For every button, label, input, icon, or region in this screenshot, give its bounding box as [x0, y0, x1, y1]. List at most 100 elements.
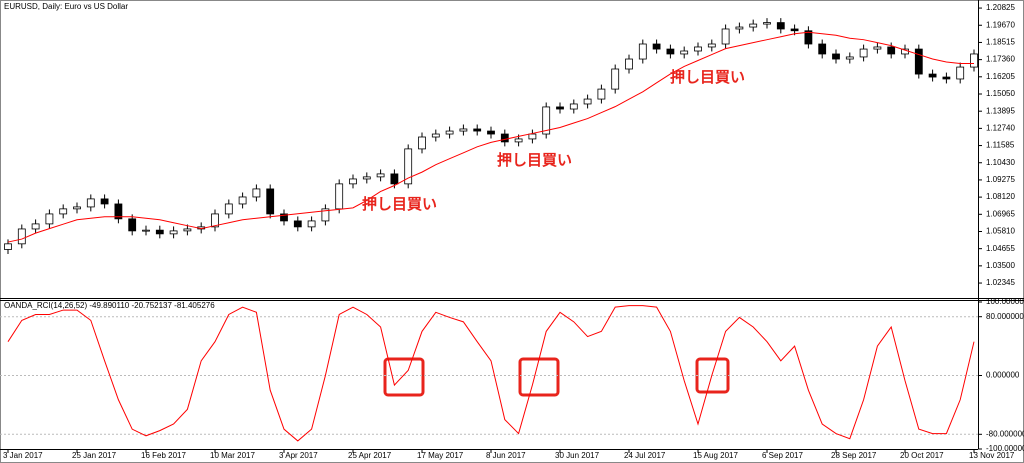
y-tick-label: 1.04655: [986, 244, 1015, 253]
candle-body: [887, 46, 896, 55]
candle-body: [611, 68, 620, 90]
candle-body: [914, 48, 923, 75]
candle-body: [376, 173, 385, 178]
candle-body: [528, 133, 537, 140]
candle-body: [818, 43, 827, 55]
candle-body: [928, 73, 937, 78]
candle-body: [556, 106, 564, 110]
y-tick-label: 1.02345: [986, 278, 1015, 287]
candle-body: [514, 138, 523, 143]
candle-body: [459, 128, 468, 132]
candle-body: [487, 130, 495, 135]
candle-body: [404, 148, 413, 185]
candle-body: [845, 56, 854, 60]
candle-body: [832, 53, 840, 60]
candle-body: [4, 243, 12, 250]
x-tick-label: 15 Aug 2017: [693, 451, 738, 460]
y-tick-label: 100.000000: [986, 297, 1024, 306]
candle-body: [542, 106, 551, 135]
candle-body: [956, 66, 965, 80]
y-tick-label: 1.03500: [986, 261, 1015, 270]
y-tick-label: -100.000000: [986, 444, 1024, 453]
candle-body: [169, 230, 178, 235]
candle-body: [638, 43, 647, 60]
x-tick-label: 8 Jun 2017: [486, 451, 526, 460]
candle-body: [335, 183, 344, 210]
candle-body: [128, 218, 137, 232]
y-tick-label: 1.15050: [986, 89, 1015, 98]
x-tick-label: 20 Oct 2017: [900, 451, 944, 460]
indicator-line: [7, 305, 975, 442]
candle-body: [142, 229, 150, 232]
candle-body: [321, 208, 330, 222]
candle-body: [349, 178, 357, 185]
candle-body: [776, 22, 785, 30]
x-tick-label: 25 Apr 2017: [348, 451, 392, 460]
annotation: 押し目買い: [362, 195, 437, 213]
y-tick-label: 1.05810: [986, 227, 1015, 236]
candle-body: [694, 46, 702, 52]
annotation: 押し目買い: [497, 151, 572, 169]
y-tick-label: 1.20825: [986, 3, 1015, 12]
y-tick-label: 1.16205: [986, 72, 1015, 81]
candle-body: [873, 46, 882, 50]
candle-body: [86, 198, 95, 208]
x-tick-label: 10 Mar 2017: [210, 451, 255, 460]
chart-title: EURUSD, Daily: Euro vs US Dollar: [4, 2, 128, 11]
candle-body: [45, 213, 54, 225]
y-tick-label: 1.10430: [986, 158, 1015, 167]
candle-body: [252, 188, 261, 198]
candle-body: [749, 23, 758, 28]
candle-body: [500, 133, 509, 143]
candle-body: [238, 196, 247, 205]
y-tick-label: 1.19670: [986, 20, 1015, 29]
candle-body: [211, 213, 219, 228]
y-tick-label: 1.08120: [986, 192, 1015, 201]
candle-body: [183, 228, 192, 232]
y-tick-label: -80.000000: [986, 429, 1024, 438]
candle-body: [418, 136, 426, 150]
x-tick-label: 28 Sep 2017: [831, 451, 877, 460]
candle-body: [680, 50, 689, 55]
x-tick-label: 17 May 2017: [417, 451, 464, 460]
moving-average: [7, 31, 974, 243]
candle-body: [445, 130, 454, 135]
candle-body: [362, 176, 371, 180]
candle-body: [707, 43, 716, 48]
candle-body: [31, 223, 40, 230]
candle-body: [583, 98, 592, 105]
candle-body: [280, 213, 288, 222]
x-tick-label: 3 Apr 2017: [279, 451, 318, 460]
candle-body: [859, 48, 868, 58]
annotation: 押し目買い: [670, 68, 745, 86]
candle-body: [266, 188, 275, 215]
candle-body: [790, 28, 799, 32]
x-tick-label: 13 Nov 2017: [969, 451, 1015, 460]
y-tick-label: 1.09275: [986, 175, 1015, 184]
candle-body: [569, 103, 578, 110]
candle-body: [473, 128, 482, 132]
candle-body: [73, 206, 81, 210]
candle-body: [155, 229, 164, 235]
y-tick-label: 1.11585: [986, 141, 1015, 150]
y-tick-label: 80.000000: [986, 312, 1024, 321]
candle-body: [666, 48, 675, 55]
x-tick-label: 30 Jun 2017: [555, 451, 600, 460]
highlight-box: [383, 357, 425, 397]
candle-body: [224, 203, 233, 215]
y-tick-label: 1.06965: [986, 209, 1015, 218]
candle-body: [942, 76, 951, 80]
candle-body: [100, 198, 109, 205]
candle-body: [293, 220, 302, 228]
x-tick-label: 16 Feb 2017: [141, 451, 186, 460]
y-tick-label: 1.17360: [986, 55, 1015, 64]
candle-body: [17, 228, 26, 245]
x-tick-label: 6 Sep 2017: [762, 451, 803, 460]
y-tick-label: 1.12740: [986, 123, 1015, 132]
candle-body: [735, 26, 744, 30]
candle-body: [431, 133, 440, 138]
candle-body: [625, 58, 633, 70]
indicator-title: OANDA_RCI(14,26,52) -49.890110 -20.75213…: [4, 301, 215, 310]
y-tick-label: 1.18515: [986, 38, 1015, 47]
